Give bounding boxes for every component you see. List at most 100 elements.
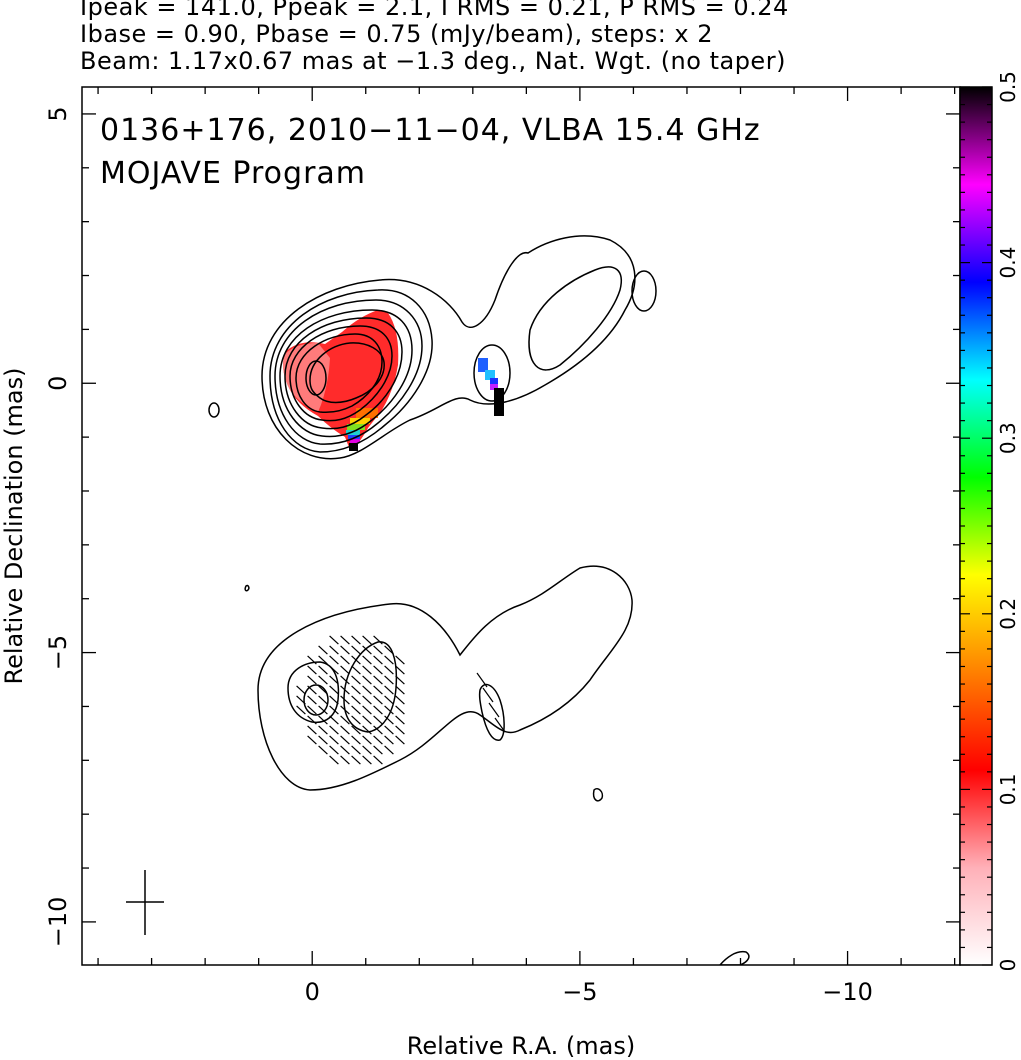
evpa-vector <box>395 695 405 705</box>
plot-header: Ipeak = 141.0, Ppeak = 2.1, I RMS = 0.21… <box>80 0 1010 75</box>
evpa-vector <box>373 645 383 655</box>
evpa-vector <box>329 645 339 655</box>
evpa-vector <box>395 685 405 695</box>
x-tick-label: −5 <box>562 978 597 1006</box>
evpa-vector <box>329 715 339 725</box>
evpa-vector <box>318 685 328 695</box>
evpa-vector <box>340 755 350 765</box>
evpa-vector <box>318 675 328 685</box>
evpa-vector <box>329 665 339 675</box>
evpa-vector <box>373 685 383 695</box>
evpa-vector <box>362 655 372 665</box>
evpa-vector <box>340 735 350 745</box>
core-polarization-blue <box>348 435 360 439</box>
core-polarization-black <box>349 443 358 451</box>
evpa-vector <box>296 705 306 715</box>
evpa-vector <box>351 725 361 735</box>
evpa-vector <box>351 715 361 725</box>
evpa-vector <box>340 715 350 725</box>
evpa-vector <box>340 655 350 665</box>
lower-contour-core <box>303 684 329 716</box>
evpa-vector <box>296 695 306 705</box>
evpa-vector <box>307 705 317 715</box>
evpa-vector <box>340 645 350 655</box>
evpa-vector <box>329 735 339 745</box>
evpa-vector <box>318 655 328 665</box>
program-label: MOJAVE Program <box>100 156 366 191</box>
evpa-vector-knot <box>476 672 488 688</box>
core-polarization-magenta <box>350 439 360 443</box>
header-line-1: Ipeak = 141.0, Ppeak = 2.1, I RMS = 0.21… <box>80 0 789 21</box>
evpa-vector <box>307 665 317 675</box>
evpa-vector <box>351 705 361 715</box>
evpa-vector <box>362 745 372 755</box>
evpa-vector <box>351 685 361 695</box>
plot-frame <box>81 86 961 966</box>
evpa-vector <box>362 735 372 745</box>
y-tick-label: −10 <box>44 897 72 948</box>
axis-tick-labels: 0 −5 −10 5 0 −5 −10 <box>44 106 873 1006</box>
evpa-vector <box>318 715 328 725</box>
evpa-vector <box>318 725 328 735</box>
evpa-vector <box>351 745 361 755</box>
evpa-vector <box>351 675 361 685</box>
evpa-vector-knot <box>494 717 506 733</box>
evpa-vector <box>329 675 339 685</box>
evpa-vector <box>329 705 339 715</box>
lower-contour-speck-2 <box>244 584 250 592</box>
colorbar-tick-label: 0.2 <box>996 598 1020 630</box>
evpa-vector <box>318 665 328 675</box>
colorbar-tick-label: 0.1 <box>996 773 1020 805</box>
y-tick-label: 5 <box>44 106 72 121</box>
evpa-vector <box>395 665 405 675</box>
colorbar-tick-label: 0.5 <box>996 71 1020 103</box>
evpa-vector <box>373 725 383 735</box>
evpa-vector <box>384 655 394 665</box>
evpa-vector <box>395 735 405 745</box>
lower-contour-inner-1 <box>287 661 340 724</box>
header-line-3: Beam: 1.17x0.67 mas at −1.3 deg., Nat. W… <box>80 47 786 75</box>
evpa-vector <box>329 755 339 765</box>
evpa-vector <box>307 725 317 735</box>
y-tick-label: 0 <box>44 376 72 391</box>
evpa-vector <box>395 655 405 665</box>
y-tick-label: −5 <box>44 635 72 670</box>
lower-contour-knot <box>478 683 505 741</box>
evpa-vector <box>307 655 317 665</box>
evpa-vector <box>362 695 372 705</box>
evpa-vector <box>340 635 350 645</box>
evpa-vector <box>340 665 350 675</box>
colorbar-tick-label: 0.3 <box>996 422 1020 454</box>
evpa-vector <box>296 685 306 695</box>
evpa-vector <box>329 655 339 665</box>
evpa-vector <box>373 665 383 675</box>
evpa-vector <box>307 685 317 695</box>
upper-contour-5 <box>284 317 403 430</box>
evpa-vector <box>340 725 350 735</box>
knot-polarization-blue2 <box>490 378 498 384</box>
core-polarization-orange <box>356 408 378 418</box>
knot-polarization-magenta <box>490 384 498 390</box>
upper-contour-3 <box>274 299 423 445</box>
evpa-vector <box>362 675 372 685</box>
evpa-vector <box>351 645 361 655</box>
lower-contour-speck-3 <box>719 950 750 965</box>
evpa-vector <box>373 755 383 765</box>
evpa-vector <box>351 665 361 675</box>
beam-marker <box>126 870 164 935</box>
evpa-vector <box>395 725 405 735</box>
upper-contour-core <box>305 360 327 396</box>
evpa-vector-set <box>296 635 506 765</box>
evpa-vector <box>329 635 339 645</box>
upper-contour-knot <box>473 344 511 402</box>
colorbar-tick-label: 0 <box>996 959 1020 972</box>
evpa-vector <box>373 705 383 715</box>
y-axis-title: Relative Declination (mas) <box>0 367 28 684</box>
evpa-vector <box>373 655 383 665</box>
evpa-vector <box>384 645 394 655</box>
evpa-vector <box>307 735 317 745</box>
evpa-vector <box>318 745 328 755</box>
evpa-vector <box>307 715 317 725</box>
evpa-vector <box>362 705 372 715</box>
